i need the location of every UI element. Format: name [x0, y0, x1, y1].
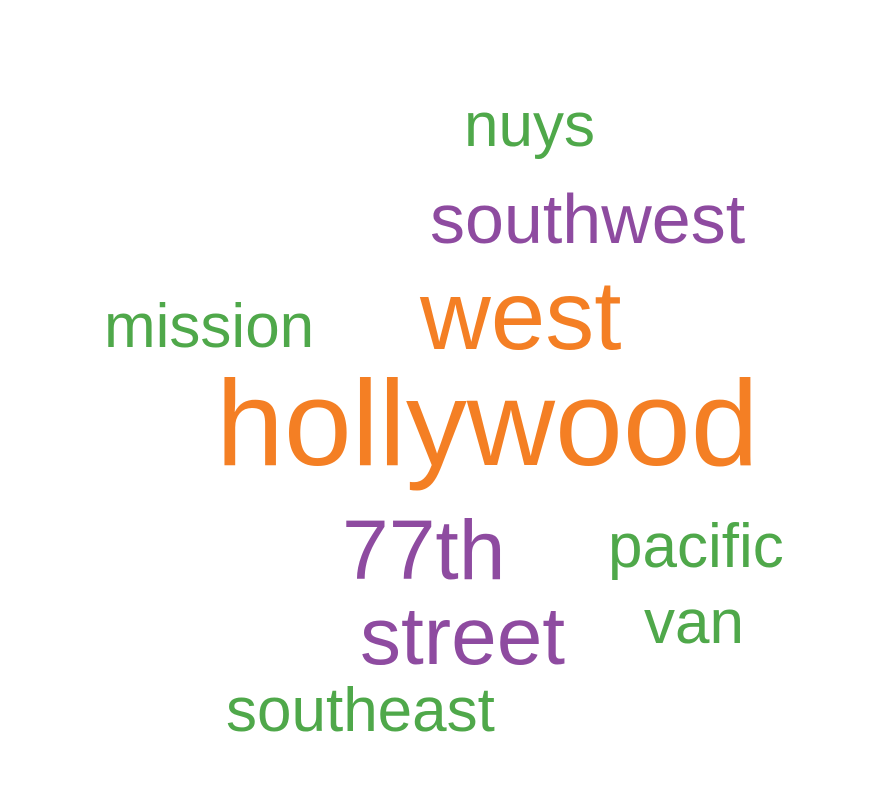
- word-pacific: pacific: [608, 512, 784, 581]
- word-street: street: [360, 591, 566, 682]
- word-hollywood: hollywood: [216, 355, 759, 491]
- word-mission: mission: [104, 292, 315, 361]
- word-southwest: southwest: [430, 180, 746, 258]
- word-77th: 77th: [342, 503, 506, 597]
- word-southeast: southeast: [226, 676, 495, 745]
- word-van: van: [644, 588, 744, 657]
- word-nuys: nuys: [464, 91, 595, 160]
- word-west: west: [420, 260, 622, 370]
